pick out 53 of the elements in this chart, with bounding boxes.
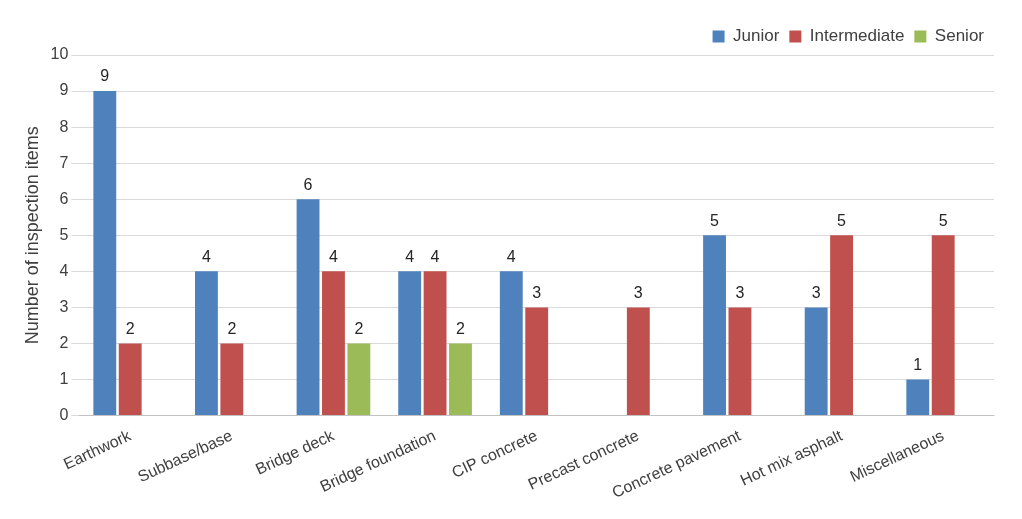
data-label: 4 (506, 247, 516, 265)
bar (728, 307, 752, 416)
bar (499, 271, 523, 416)
legend-label: Intermediate (809, 26, 905, 46)
bar (931, 235, 955, 416)
bar (93, 91, 117, 416)
data-label: 2 (456, 319, 466, 337)
bar (220, 343, 244, 416)
data-label: 2 (354, 319, 364, 337)
data-label: 3 (532, 283, 542, 301)
data-label: 2 (227, 319, 237, 337)
y-tick-label: 6 (59, 189, 69, 207)
bar (423, 271, 447, 416)
y-axis-title: Number of inspection items (21, 126, 42, 345)
bar (830, 235, 853, 416)
data-label: 4 (430, 247, 440, 265)
data-label: 3 (811, 283, 821, 301)
data-label: 2 (125, 319, 135, 337)
y-tick-label: 9 (59, 81, 69, 99)
bar (398, 271, 422, 416)
bar (525, 307, 549, 416)
bar (626, 307, 650, 416)
data-label: 9 (100, 67, 110, 85)
legend-label: Senior (934, 26, 985, 46)
y-tick-label: 5 (59, 225, 69, 243)
data-label: 5 (938, 211, 948, 229)
bar (296, 199, 320, 416)
bar (194, 271, 218, 416)
legend-label: Junior (733, 26, 780, 46)
bar (118, 343, 142, 416)
data-label: 4 (201, 247, 211, 265)
bar (449, 343, 472, 416)
y-tick-label: 4 (59, 261, 69, 279)
data-label: 3 (633, 283, 643, 301)
y-tick-label: 3 (59, 297, 69, 315)
bar (347, 343, 371, 416)
y-tick-label: 2 (59, 333, 69, 351)
bar (322, 271, 345, 416)
data-label: 4 (329, 247, 338, 265)
bar (906, 379, 930, 416)
data-label: 5 (837, 211, 847, 229)
data-label: 4 (405, 247, 415, 265)
bar (703, 235, 726, 416)
data-label: 6 (303, 175, 313, 193)
y-tick-label: 10 (50, 45, 69, 63)
y-tick-label: 8 (59, 117, 69, 135)
y-tick-label: 7 (59, 153, 69, 171)
bar (804, 307, 828, 416)
data-label: 5 (710, 211, 720, 229)
data-label: 3 (735, 283, 745, 301)
y-tick-label: 0 (59, 405, 69, 423)
y-tick-label: 1 (59, 369, 69, 387)
data-label: 1 (913, 355, 923, 373)
